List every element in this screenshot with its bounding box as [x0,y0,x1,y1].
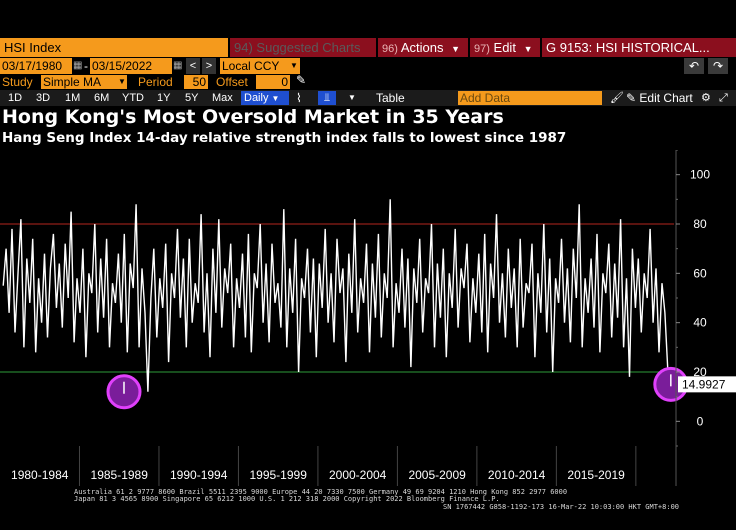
edit-menu-button[interactable]: 97) Edit ▼ [470,38,540,57]
footer-contacts-line-2: Japan 81 3 4565 8900 Singapore 65 6212 1… [74,495,500,503]
end-date-field[interactable]: 03/15/2022 [90,58,172,74]
rsi-chart[interactable]: 0 20 40 60 80 100 1980-1984 1985-1989 1990-1994… [0,150,736,488]
settings-icon[interactable]: ⚙ [701,92,711,104]
dropdown-arrow-icon[interactable]: ▼ [348,93,356,102]
range-button-3d[interactable]: 3D [36,92,51,104]
date-separator: - [84,59,88,73]
dropdown-arrow-icon[interactable]: ▼ [290,61,298,70]
dropdown-arrow-icon: ▼ [523,44,533,54]
last-value-tag [678,376,736,393]
chart-title: Hong Kong's Most Oversold Market in 35 Y… [2,106,504,128]
offset-field[interactable]: 0 [256,75,290,89]
actions-label: Actions [400,40,444,55]
frequency-select[interactable]: Daily ▼ [241,91,289,105]
calendar-icon[interactable]: ▦ [173,60,183,71]
offset-label: Offset [216,75,248,89]
x-tick-label: 2005-2009 [408,468,466,482]
x-tick-label: 2000-2004 [329,468,387,482]
actions-number: 96) [382,43,398,55]
y-tick-label: 80 [693,217,707,231]
range-button-1m[interactable]: 1M [65,92,81,104]
x-tick-label: 1990-1994 [170,468,228,482]
next-period-button[interactable]: > [202,58,216,74]
chart-subtitle: Hang Seng Index 14-day relative strength… [2,130,567,146]
previous-period-button[interactable]: < [186,58,200,74]
dropdown-arrow-icon[interactable]: ▼ [118,77,126,86]
brush-icon[interactable]: 🖌 [610,92,624,104]
study-select[interactable]: Simple MA [41,75,127,89]
y-tick-label: 100 [690,168,710,182]
y-tick-label: 40 [693,316,707,330]
range-button-1d[interactable]: 1D [8,92,23,104]
add-data-input[interactable]: Add Data [458,91,602,105]
study-label: Study [2,75,33,89]
x-tick-label: 2010-2014 [488,468,546,482]
chart-tools-icon[interactable]: ⤢ [719,92,728,104]
pencil-icon[interactable]: ✎ [296,73,307,87]
suggested-charts-button[interactable]: 94) Suggested Charts [230,38,376,57]
undo-icon[interactable]: ↶ [684,58,704,74]
actions-menu-button[interactable]: 96) Actions ▼ [378,38,468,57]
start-date-field[interactable]: 03/17/1980 [0,58,72,74]
pencil-icon: ✎ [626,91,637,105]
range-button-6m[interactable]: 6M [94,92,110,104]
last-value-label: 14.9927 [682,377,726,391]
footer-serial: SN 1767442 G858-1192-173 16-Mar-22 10:03… [443,503,680,511]
chart-type-icon[interactable]: ⫫ [318,91,336,105]
frequency-label: Daily [244,92,269,104]
range-button-ytd[interactable]: YTD [122,92,144,104]
y-tick-label: 0 [697,414,704,428]
period-label: Period [138,75,173,89]
security-field[interactable]: HSI Index [0,38,228,57]
rsi-series-line [2,199,672,392]
redo-icon[interactable]: ↷ [708,58,728,74]
edit-chart-label: Edit Chart [639,91,693,105]
edit-label: Edit [493,40,516,55]
suggested-charts-number: 94) [234,40,253,55]
currency-select[interactable]: Local CCY [220,58,300,74]
suggested-charts-label: Suggested Charts [256,40,361,55]
chart-function-title[interactable]: G 9153: HSI HISTORICAL... [542,38,736,57]
range-button-5y[interactable]: 5Y [185,92,199,104]
dropdown-arrow-icon: ▼ [271,94,280,103]
range-button-max[interactable]: Max [212,92,233,104]
edit-chart-button[interactable]: ✎ Edit Chart [626,90,693,106]
dropdown-arrow-icon: ▼ [451,44,460,54]
range-button-1y[interactable]: 1Y [157,92,171,104]
x-tick-label: 1985-1989 [91,468,149,482]
y-tick-label: 60 [693,266,707,280]
period-field[interactable]: 50 [184,75,208,89]
footer-contacts-line-1: Australia 61 2 9777 8600 Brazil 5511 239… [74,488,568,496]
x-tick-label: 2015-2019 [567,468,625,482]
line-chart-icon[interactable]: ⌇ [296,91,302,105]
table-button[interactable]: Table [376,91,405,105]
x-tick-label: 1980-1984 [11,468,69,482]
edit-number: 97) [474,43,490,55]
x-tick-label: 1995-1999 [249,468,307,482]
calendar-icon[interactable]: ▦ [73,60,83,71]
y-tick-label: 20 [693,365,707,379]
